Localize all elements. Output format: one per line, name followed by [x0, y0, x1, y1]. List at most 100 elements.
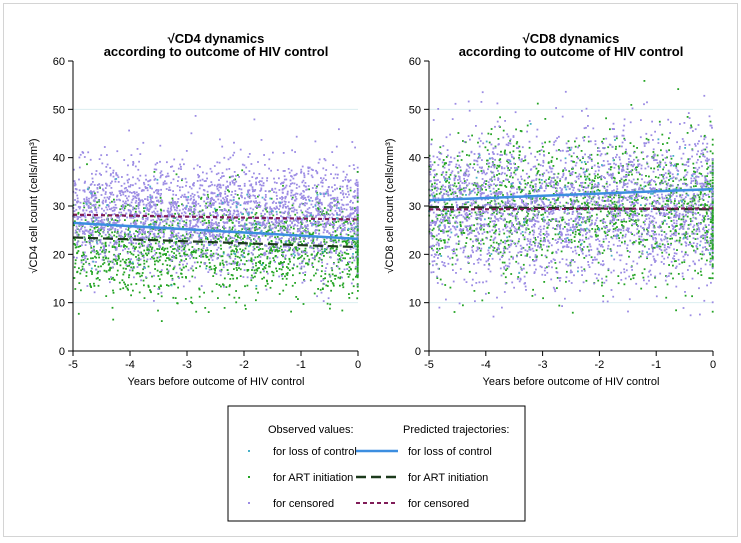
scatter-point: [274, 182, 276, 184]
scatter-point: [132, 290, 134, 292]
scatter-point: [662, 159, 664, 161]
scatter-point: [144, 184, 146, 186]
scatter-point: [96, 212, 98, 214]
scatter-point: [220, 219, 222, 221]
scatter-point: [232, 175, 234, 177]
scatter-point: [460, 224, 462, 226]
scatter-point: [333, 283, 335, 285]
scatter-point: [112, 222, 114, 224]
scatter-point: [249, 238, 251, 240]
scatter-point: [282, 278, 284, 280]
scatter-point: [120, 194, 122, 196]
scatter-point: [182, 264, 184, 266]
scatter-point: [331, 268, 333, 270]
scatter-point: [176, 272, 178, 274]
scatter-point: [210, 168, 212, 170]
scatter-point: [183, 215, 185, 217]
scatter-point: [352, 256, 354, 258]
scatter-point: [306, 232, 308, 234]
scatter-point: [151, 230, 153, 232]
scatter-point: [101, 163, 103, 165]
scatter-point: [355, 226, 357, 228]
scatter-point: [325, 169, 327, 171]
scatter-point: [271, 189, 273, 191]
scatter-point: [232, 222, 234, 224]
scatter-point: [283, 188, 285, 190]
scatter-point: [84, 227, 86, 229]
scatter-point: [206, 178, 208, 180]
scatter-point: [79, 231, 81, 233]
scatter-point: [256, 221, 258, 223]
scatter-point: [133, 198, 135, 200]
scatter-point: [283, 229, 285, 231]
scatter-point: [143, 245, 145, 247]
scatter-point: [94, 208, 96, 210]
scatter-point: [211, 291, 213, 293]
scatter-point: [161, 248, 163, 250]
scatter-point: [243, 250, 245, 252]
scatter-point: [157, 310, 159, 312]
scatter-point: [160, 177, 162, 179]
scatter-point: [195, 115, 197, 117]
scatter-point: [161, 295, 163, 297]
scatter-point: [299, 228, 301, 230]
scatter-point: [202, 172, 204, 174]
scatter-point: [238, 185, 240, 187]
scatter-point: [700, 253, 702, 255]
scatter-point: [163, 233, 165, 235]
scatter-point: [265, 190, 267, 192]
scatter-point: [643, 277, 645, 279]
scatter-point: [314, 222, 316, 224]
scatter-point: [207, 194, 209, 196]
scatter-point: [171, 251, 173, 253]
scatter-point: [170, 204, 172, 206]
scatter-point: [79, 189, 81, 191]
scatter-point: [165, 176, 167, 178]
scatter-point: [357, 214, 359, 216]
scatter-point: [316, 253, 318, 255]
scatter-point: [134, 235, 136, 237]
scatter-point: [276, 195, 278, 197]
scatter-point: [588, 221, 590, 223]
scatter-point: [179, 253, 181, 255]
scatter-point: [312, 238, 314, 240]
scatter-point: [223, 253, 225, 255]
scatter-point: [299, 204, 301, 206]
scatter-point: [95, 174, 97, 176]
scatter-point: [179, 210, 181, 212]
scatter-point: [330, 173, 332, 175]
scatter-point: [108, 278, 110, 280]
scatter-point: [303, 173, 305, 175]
scatter-point: [225, 227, 227, 229]
scatter-point: [253, 249, 255, 251]
scatter-point: [74, 216, 76, 218]
scatter-point: [215, 223, 217, 225]
scatter-point: [254, 239, 256, 241]
scatter-point: [107, 229, 109, 231]
scatter-point: [116, 150, 118, 152]
scatter-point: [135, 230, 137, 232]
scatter-point: [348, 270, 350, 272]
scatter-point: [243, 227, 245, 229]
scatter-point: [143, 190, 145, 192]
scatter-point: [83, 198, 85, 200]
scatter-point: [128, 186, 130, 188]
scatter-point: [630, 104, 632, 106]
scatter-point: [247, 235, 249, 237]
scatter-point: [100, 247, 102, 249]
scatter-point: [281, 269, 283, 271]
scatter-point: [355, 266, 357, 268]
scatter-point: [284, 175, 286, 177]
scatter-point: [327, 193, 329, 195]
scatter-point: [155, 205, 157, 207]
scatter-point: [181, 246, 183, 248]
scatter-point: [113, 220, 115, 222]
scatter-point: [589, 174, 591, 176]
scatter-point: [234, 171, 236, 173]
scatter-point: [206, 252, 208, 254]
scatter-point: [243, 171, 245, 173]
scatter-point: [255, 200, 257, 202]
scatter-point: [128, 235, 130, 237]
scatter-point: [357, 167, 359, 169]
scatter-point: [532, 295, 534, 297]
